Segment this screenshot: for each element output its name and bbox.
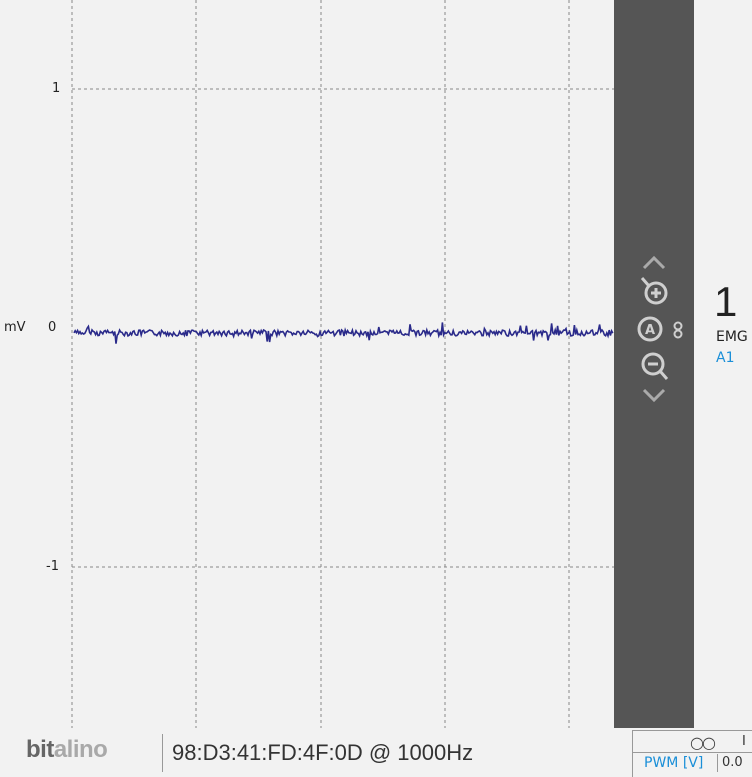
signal-plot[interactable]: 1 0 -1 mV <box>0 0 614 728</box>
status-bar <box>0 728 752 772</box>
grid-lines <box>71 0 614 728</box>
io-label: I <box>742 734 746 749</box>
bitalino-logo: bitalino <box>26 736 108 764</box>
auto-scale-icon[interactable]: A <box>636 312 666 346</box>
y-tick-label-0: 0 <box>48 320 57 335</box>
plot-canvas <box>71 0 614 728</box>
link-icon[interactable] <box>670 320 686 340</box>
emg-signal-trace <box>73 322 614 344</box>
pwm-separator <box>717 754 718 772</box>
y-tick-label-neg1: -1 <box>46 559 59 574</box>
channel-number: 1 <box>714 278 738 325</box>
chevron-down-icon[interactable] <box>636 384 672 410</box>
channel-info: 1 EMG A1 <box>694 0 752 728</box>
io-rings-icon[interactable]: ○○ <box>690 733 716 752</box>
logo-part-2: alino <box>53 736 108 763</box>
channel-port: A1 <box>716 350 735 366</box>
pwm-value-field[interactable]: 0.0 <box>722 755 743 770</box>
pwm-divider <box>632 752 752 753</box>
y-tick-label-1: 1 <box>52 81 61 96</box>
y-axis-unit: mV <box>4 320 26 335</box>
pwm-panel <box>632 730 752 777</box>
channel-control-panel: A <box>614 0 694 728</box>
logo-part-1: bit <box>26 736 54 763</box>
status-divider <box>162 734 163 772</box>
zoom-in-icon[interactable] <box>636 276 672 310</box>
channel-type: EMG <box>716 329 748 345</box>
device-address-label: 98:D3:41:FD:4F:0D @ 1000Hz <box>172 740 474 765</box>
chevron-up-icon[interactable] <box>636 248 672 274</box>
svg-text:A: A <box>645 323 655 338</box>
zoom-out-icon[interactable] <box>636 350 672 384</box>
pwm-label: PWM [V] <box>644 755 704 771</box>
